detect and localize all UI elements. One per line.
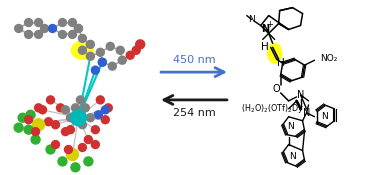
Circle shape xyxy=(46,145,55,154)
Circle shape xyxy=(41,25,49,32)
Circle shape xyxy=(25,30,32,38)
Circle shape xyxy=(78,34,86,42)
Circle shape xyxy=(136,40,145,49)
Circle shape xyxy=(77,96,84,104)
Circle shape xyxy=(52,121,60,129)
Circle shape xyxy=(61,128,69,136)
Circle shape xyxy=(101,116,109,124)
Circle shape xyxy=(86,114,94,122)
Text: N: N xyxy=(297,90,304,100)
Circle shape xyxy=(104,104,112,112)
Text: 254 nm: 254 nm xyxy=(173,108,215,118)
Circle shape xyxy=(84,157,93,166)
Circle shape xyxy=(118,56,126,64)
Circle shape xyxy=(49,25,57,32)
Circle shape xyxy=(97,96,104,104)
Ellipse shape xyxy=(268,43,282,63)
Circle shape xyxy=(70,110,86,126)
Circle shape xyxy=(18,113,27,122)
Circle shape xyxy=(84,136,92,144)
Circle shape xyxy=(46,96,55,104)
Circle shape xyxy=(69,30,77,38)
Circle shape xyxy=(106,42,114,50)
Circle shape xyxy=(35,19,43,26)
Circle shape xyxy=(78,46,86,54)
Circle shape xyxy=(94,111,102,119)
Text: N: N xyxy=(248,15,255,24)
Circle shape xyxy=(14,123,23,132)
Text: N: N xyxy=(303,108,310,118)
Circle shape xyxy=(78,144,86,152)
Circle shape xyxy=(132,46,140,54)
Circle shape xyxy=(58,157,67,166)
Circle shape xyxy=(81,104,89,112)
Circle shape xyxy=(32,128,40,136)
Circle shape xyxy=(24,125,33,134)
Circle shape xyxy=(52,141,60,149)
Circle shape xyxy=(58,19,66,26)
Circle shape xyxy=(31,135,40,144)
Circle shape xyxy=(74,25,83,32)
Text: 450 nm: 450 nm xyxy=(173,55,215,65)
Circle shape xyxy=(66,126,74,134)
Circle shape xyxy=(74,25,83,32)
Circle shape xyxy=(71,104,80,112)
Text: N: N xyxy=(289,152,296,161)
Circle shape xyxy=(78,121,86,129)
Circle shape xyxy=(61,106,69,114)
Text: H: H xyxy=(277,58,285,68)
Circle shape xyxy=(64,146,72,153)
Text: N: N xyxy=(321,112,328,121)
Circle shape xyxy=(98,58,106,66)
Circle shape xyxy=(25,19,32,26)
Circle shape xyxy=(86,40,94,48)
Circle shape xyxy=(35,30,43,38)
Circle shape xyxy=(44,118,52,126)
Circle shape xyxy=(38,106,46,114)
Circle shape xyxy=(91,66,99,74)
Text: NO₂: NO₂ xyxy=(320,54,338,63)
Text: H: H xyxy=(261,42,268,52)
Circle shape xyxy=(32,119,44,131)
Circle shape xyxy=(26,110,35,119)
Circle shape xyxy=(98,58,106,66)
Circle shape xyxy=(91,141,99,149)
Circle shape xyxy=(126,51,134,59)
Circle shape xyxy=(71,163,80,172)
Circle shape xyxy=(66,149,78,160)
Circle shape xyxy=(66,114,74,122)
Circle shape xyxy=(57,104,64,112)
Circle shape xyxy=(116,46,124,54)
Circle shape xyxy=(86,52,94,60)
Text: N: N xyxy=(287,122,294,131)
Circle shape xyxy=(69,19,77,26)
Text: +: + xyxy=(266,20,273,29)
Text: (H$_2$O)$_2$(OTf)$_2$Dy: (H$_2$O)$_2$(OTf)$_2$Dy xyxy=(241,102,304,115)
Circle shape xyxy=(15,25,23,32)
Circle shape xyxy=(35,104,43,112)
Circle shape xyxy=(25,116,32,124)
Circle shape xyxy=(97,48,104,56)
Circle shape xyxy=(58,30,66,38)
Circle shape xyxy=(91,126,99,134)
Text: O: O xyxy=(273,84,280,94)
Ellipse shape xyxy=(71,41,93,59)
Text: N: N xyxy=(261,25,269,34)
Circle shape xyxy=(101,106,109,114)
Circle shape xyxy=(108,62,116,70)
